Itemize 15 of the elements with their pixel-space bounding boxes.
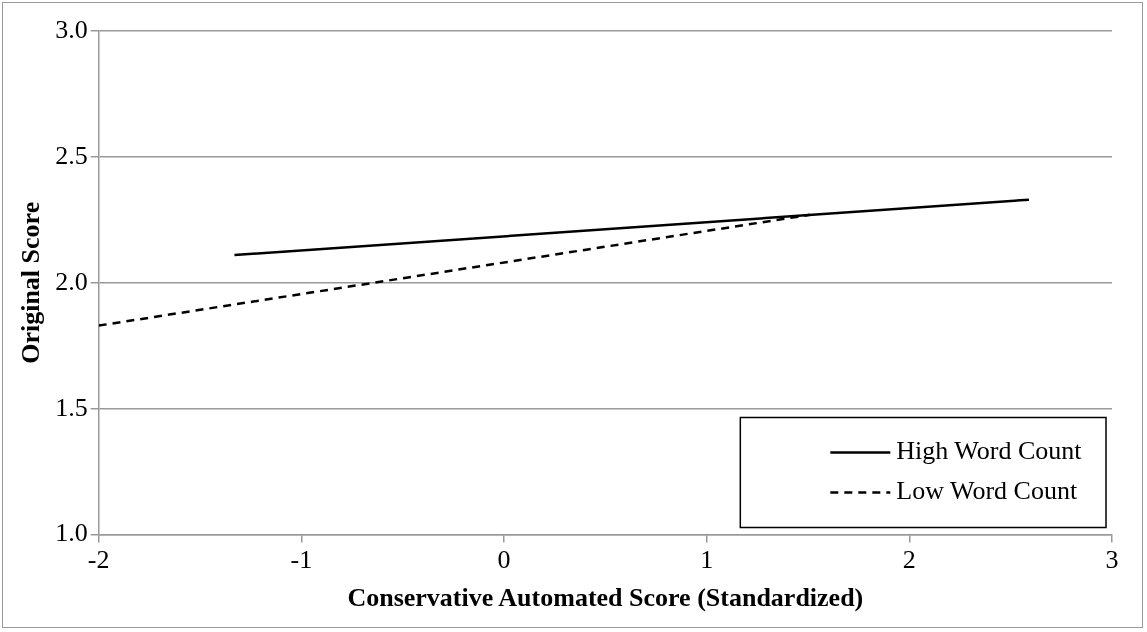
legend-label: Low Word Count	[896, 476, 1078, 506]
y-tick-label: 1.5	[55, 392, 88, 422]
x-tick-label: 0	[497, 545, 511, 575]
y-tick-label: 3.0	[55, 14, 88, 44]
y-tick-label: 2.5	[55, 140, 88, 170]
y-tick-label: 1.0	[55, 518, 88, 548]
x-tick-label: -2	[87, 545, 110, 575]
x-axis-title: Conservative Automated Score (Standardized)	[347, 583, 864, 613]
x-tick-label: -1	[290, 545, 313, 575]
x-tick-label: 3	[1105, 545, 1119, 575]
x-tick-label: 2	[902, 545, 916, 575]
y-tick-label: 2.0	[55, 266, 88, 296]
x-tick-label: 1	[700, 545, 714, 575]
legend-label: High Word Count	[896, 436, 1083, 466]
y-axis-title: Original Score	[16, 201, 46, 364]
